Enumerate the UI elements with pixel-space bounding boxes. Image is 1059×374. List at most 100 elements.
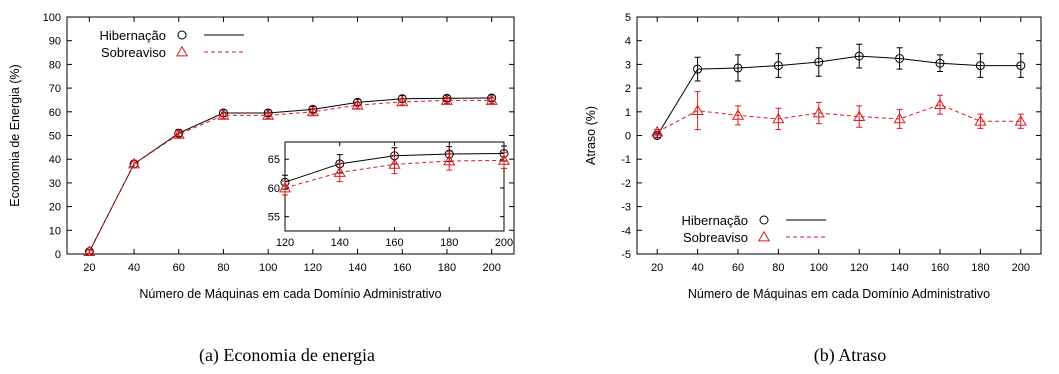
chart-economia-de-energia: 0 10 20 30 40 50 60 70 80 90 100 20 40 60 80 100 120 140 1…: [8, 12, 515, 301]
main-series-0-point: [1016, 61, 1026, 71]
y-tick-label: 5: [625, 12, 631, 24]
main-series-0-point: [773, 61, 783, 71]
main-series-1-point: [933, 98, 947, 110]
y-tick-label: -2: [621, 178, 631, 190]
main-series-0-errorbar: [694, 56, 701, 82]
main-series-1-errorbar: [399, 98, 406, 106]
main-series-1-point: [83, 245, 96, 257]
main-series-1-errorbar: [815, 101, 822, 125]
main-series-1-errorbar: [265, 111, 272, 119]
inset-x-tick-label: 120: [276, 237, 294, 249]
main-series-0-errorbar: [937, 54, 943, 73]
main-series-1-errorbar: [354, 101, 361, 109]
y-tick-label: -5: [621, 249, 631, 261]
y-tick-label: 4: [625, 36, 631, 48]
main-series-1-point: [485, 94, 498, 105]
y-tick-label: -3: [621, 202, 631, 214]
y-tick-label: 90: [49, 36, 61, 48]
caption-a: (a) Economia de energia: [199, 345, 375, 366]
chart-atraso: -5 -4 -3 -2 -1 0 1 2 3 4 5 20 40 60 80 100 120 140 160 180 2…: [584, 12, 1042, 301]
y-tick-label: 80: [49, 59, 61, 71]
main-series-1-errorbar: [775, 107, 782, 131]
main-series-0-point: [814, 57, 824, 67]
main-series-1-errorbar: [220, 111, 227, 119]
y-tick-label: 3: [625, 59, 631, 71]
y-tick-label: 10: [49, 225, 61, 237]
main-series-0-errorbar: [896, 47, 903, 70]
y-tick-label: 40: [49, 154, 61, 166]
main-series-1-point: [731, 109, 745, 120]
legend-label: Sobreaviso: [101, 45, 166, 60]
x-tick-label: 160: [393, 262, 411, 274]
main-series-1-errorbar: [488, 96, 495, 105]
y-tick-label: 60: [49, 107, 61, 119]
main-series-0-point: [975, 61, 985, 71]
y-axis-label: Atraso (%): [584, 106, 598, 165]
y-tick-label: 1: [625, 107, 631, 119]
main-series-1-point: [262, 109, 275, 120]
inset-x-tick-label: 180: [440, 237, 458, 249]
x-tick-label: 40: [691, 262, 703, 274]
main-series-1-line: [88, 99, 492, 252]
main-series-0-errorbar: [815, 47, 822, 77]
x-tick-label: 200: [482, 262, 500, 274]
y-tick-label: -4: [621, 225, 631, 237]
legend-marker: [757, 230, 771, 242]
main-series-1-line: [656, 104, 1021, 133]
x-tick-label: 200: [1012, 262, 1030, 274]
main-series-1-point: [172, 128, 185, 139]
main-series-1-errorbar: [309, 108, 316, 116]
legend-marker: [177, 30, 187, 40]
legend-label: Hibernação: [682, 213, 749, 228]
main-series-1-point: [853, 110, 866, 121]
y-tick-label: 50: [49, 131, 61, 143]
y-tick-label: 0: [55, 249, 61, 261]
main-series-1-errorbar: [443, 96, 450, 105]
x-tick-label: 100: [259, 262, 277, 274]
main-series-1-errorbar: [694, 91, 701, 131]
main-series-0-point: [854, 51, 864, 61]
caption-b: (b) Atraso: [814, 345, 886, 366]
main-series-0-errorbar: [735, 54, 741, 82]
inset-y-tick-label: 60: [268, 183, 280, 195]
legend-marker: [175, 45, 189, 57]
x-tick-label: 180: [971, 262, 989, 274]
y-tick-label: -1: [621, 154, 631, 166]
y-tick-label: 30: [49, 178, 61, 190]
inset-y-tick-label: 55: [268, 212, 280, 224]
main-series-1-point: [217, 109, 230, 120]
main-series-0-point: [935, 58, 945, 68]
x-tick-label: 80: [772, 262, 784, 274]
inset-x-tick-label: 200: [495, 237, 513, 249]
main-series-1-errorbar: [856, 105, 863, 128]
main-series-0-errorbar: [856, 43, 863, 69]
y-tick-label: 20: [49, 202, 61, 214]
main-series-0-errorbar: [775, 53, 782, 78]
inset-series-1-point: [278, 181, 292, 193]
y-tick-label: 2: [625, 83, 631, 95]
main-series-1-point: [1014, 115, 1027, 126]
main-series-0-point: [895, 53, 905, 63]
x-tick-label: 100: [810, 262, 828, 274]
main-series-1-point: [306, 105, 319, 117]
main-series-0-line: [88, 97, 492, 252]
x-tick-label: 160: [931, 262, 949, 274]
legend-label: Hibernação: [100, 28, 167, 43]
x-tick-label: 120: [304, 262, 322, 274]
x-tick-label: 60: [173, 262, 185, 274]
main-series-1-errorbar: [937, 94, 943, 115]
inset-series-1-point: [388, 158, 401, 169]
x-tick-label: 20: [83, 262, 95, 274]
inset-series-1-point: [333, 166, 346, 177]
x-tick-label: 180: [438, 262, 456, 274]
y-tick-label: 70: [49, 83, 61, 95]
inset-chart: 55 60 65 120 140 160 180 200: [268, 141, 513, 249]
legend-label: Sobreaviso: [683, 230, 748, 245]
main-series-1-point: [772, 112, 785, 124]
main-series-1-point: [127, 157, 141, 169]
x-tick-label: 60: [732, 262, 744, 274]
main-series-0-line: [656, 55, 1021, 136]
x-axis-label: Número de Máquinas em cada Domínio Admin…: [139, 287, 441, 301]
x-tick-label: 140: [348, 262, 366, 274]
